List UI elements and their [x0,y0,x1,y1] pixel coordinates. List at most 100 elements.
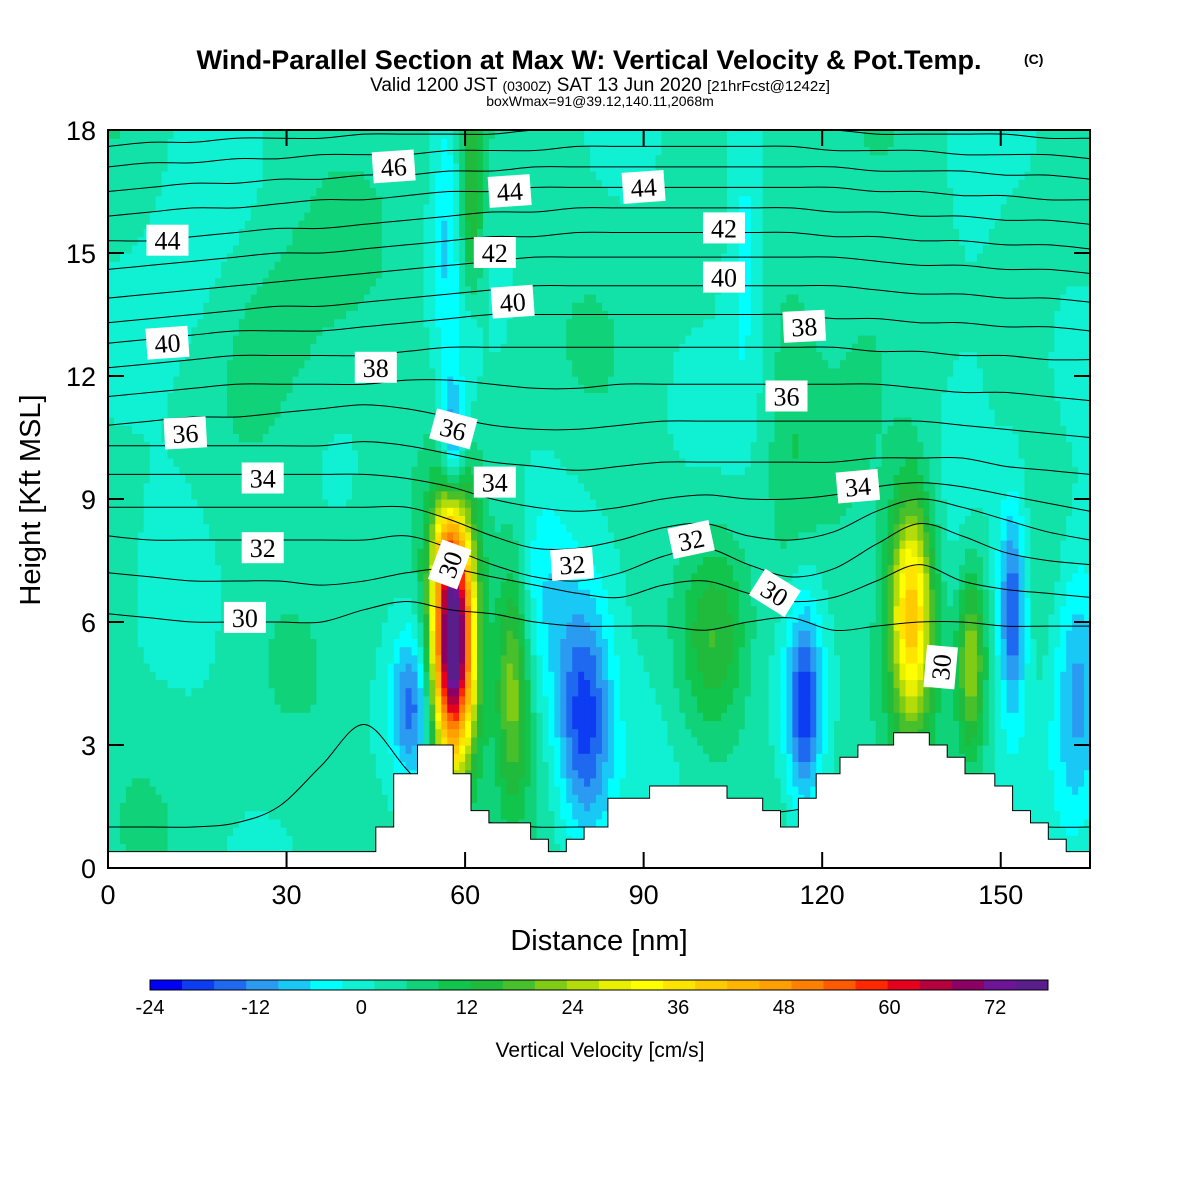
w-cell [631,745,639,754]
w-cell [131,630,139,639]
w-cell [536,745,544,754]
w-cell [578,695,585,705]
w-cell [637,687,645,697]
w-cell [780,663,788,672]
w-cell [417,638,425,648]
w-cell [881,638,889,648]
w-cell [476,695,484,705]
w-cell [887,622,895,631]
w-cell [244,671,252,680]
w-cell [215,794,222,803]
w-cell [179,712,186,721]
w-cell [310,622,317,631]
w-cell [1042,671,1049,680]
w-cell [744,720,752,730]
w-cell [191,679,198,689]
w-cell [1072,663,1079,672]
w-cell [155,843,163,853]
w-cell [328,736,335,746]
w-cell [703,777,710,787]
w-cell [465,654,472,664]
w-cell [137,720,145,730]
w-cell [250,654,258,664]
w-cell [637,622,645,631]
w-cell [363,769,371,779]
w-cell [125,777,133,787]
w-cell [959,663,966,672]
w-cell [697,720,704,730]
w-cell [988,687,996,697]
w-cell [221,695,228,705]
w-cell [125,745,133,754]
w-cell [197,720,204,730]
w-cell [816,704,823,713]
w-cell [554,802,561,812]
w-cell [375,671,383,680]
w-cell [185,753,192,762]
w-cell [655,712,663,721]
w-cell [119,761,127,771]
w-cell [1084,777,1090,787]
w-cell [578,769,585,779]
w-cell [578,704,585,713]
w-cell [780,712,788,721]
w-cell [417,630,425,639]
w-cell [548,843,555,853]
w-cell [744,736,752,746]
w-cell [108,695,115,705]
w-cell [875,679,883,689]
w-cell [453,630,460,639]
w-cell [637,712,645,721]
w-cell [1054,736,1061,746]
w-cell [488,712,496,721]
w-cell [851,663,859,672]
w-cell [506,786,514,795]
w-cell [197,671,204,680]
w-cell [453,704,460,713]
w-cell [286,802,294,812]
w-cell [691,736,698,746]
w-cell [173,769,181,779]
w-cell [982,736,990,746]
w-cell [161,769,169,779]
w-cell [1084,671,1090,680]
w-cell [816,728,823,738]
w-cell [798,663,805,672]
w-cell [530,671,538,680]
w-cell [798,695,805,705]
w-cell [655,777,663,787]
w-cell [643,638,651,648]
w-cell [387,736,395,746]
w-cell [500,704,508,713]
w-cell [851,687,859,697]
w-cell [304,843,311,853]
w-cell [131,622,139,631]
w-cell [923,720,930,730]
w-cell [459,646,466,656]
w-cell [137,835,145,844]
w-cell [185,646,192,656]
w-cell [298,786,305,795]
w-cell [840,712,847,721]
w-cell [179,769,186,779]
w-cell [316,679,323,689]
w-cell [125,695,133,705]
w-cell [113,728,121,738]
w-cell [828,663,835,672]
w-cell [119,663,127,672]
w-cell [185,712,192,721]
w-cell [601,728,609,738]
w-cell [607,687,615,697]
w-cell [875,704,883,713]
w-cell [560,802,567,812]
w-cell [965,745,972,754]
w-cell [363,687,371,697]
w-cell [286,646,294,656]
w-cell [131,736,139,746]
w-cell [649,704,657,713]
w-cell [304,671,311,680]
w-cell [786,638,794,648]
subtitle-valid: Valid 1200 JST [370,75,502,96]
w-cell [405,654,413,664]
w-cell [352,802,359,812]
